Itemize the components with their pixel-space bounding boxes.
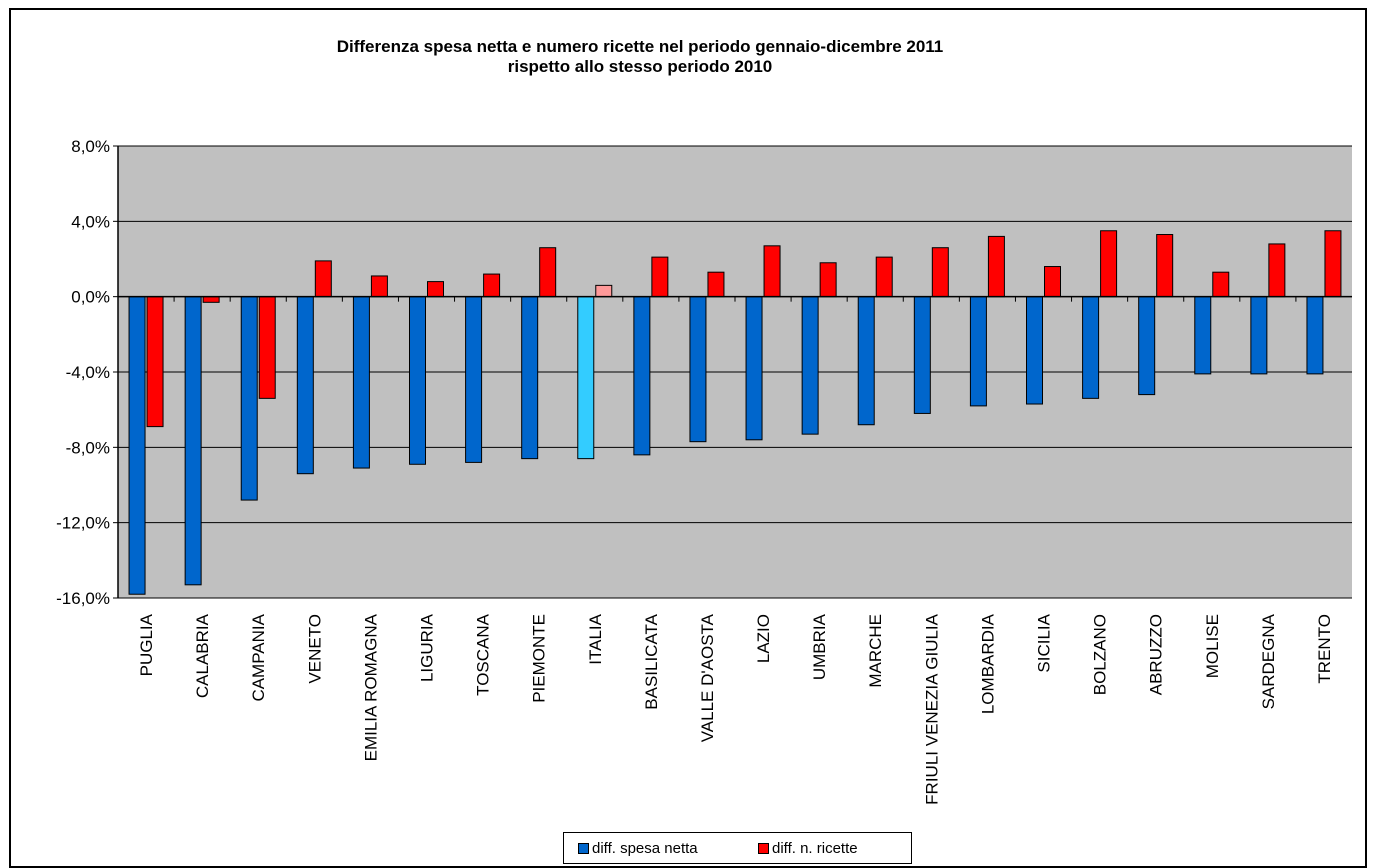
bar-spesa <box>1250 296 1268 375</box>
x-tick-label: BOLZANO <box>1091 614 1110 695</box>
bar-ricette <box>1044 266 1061 298</box>
y-tick-label: -8,0% <box>66 438 110 457</box>
bar-spesa <box>969 296 987 407</box>
y-tick-label: 8,0% <box>71 137 110 156</box>
bar-spesa <box>857 296 875 426</box>
bar-ricette <box>146 296 164 428</box>
bar-spesa <box>184 296 202 586</box>
bar-spesa <box>633 296 651 456</box>
bar-spesa <box>913 296 931 414</box>
bar-spesa <box>465 296 483 463</box>
x-tick-label: MARCHE <box>866 614 885 688</box>
y-tick-label: -16,0% <box>56 589 110 608</box>
legend-item-spesa: diff. spesa netta <box>578 840 698 857</box>
bar-spesa <box>409 296 426 465</box>
bar-spesa <box>1138 296 1156 396</box>
bar-ricette <box>707 271 725 298</box>
chart-subtitle: rispetto allo stesso periodo 2010 <box>507 57 773 76</box>
x-tick-label: CAMPANIA <box>249 613 268 701</box>
bar-ricette <box>1156 234 1174 298</box>
x-tick-label: UMBRIA <box>810 613 829 680</box>
x-tick-label: ABRUZZO <box>1147 614 1166 695</box>
x-tick-label: SICILIA <box>1035 613 1054 672</box>
bar-spesa <box>1194 296 1212 375</box>
bar-ricette <box>819 262 837 298</box>
bar-spesa <box>1026 296 1043 405</box>
x-tick-labels: PUGLIA CALABRIA CAMPANIA VENETO EMILIA ROMAG… <box>137 613 1334 804</box>
bar-spesa <box>745 296 763 441</box>
x-tick-label: PIEMONTE <box>530 614 549 703</box>
legend-label-ricette: diff. n. ricette <box>772 840 858 857</box>
bar-ricette <box>875 256 893 298</box>
bar-spesa <box>1082 296 1100 399</box>
bar-spesa <box>240 296 258 501</box>
bar-ricette <box>931 247 949 298</box>
x-tick-label: FRIULI VENEZIA GIULIA <box>922 613 941 804</box>
bar-spesa <box>296 296 314 475</box>
bar-spesa <box>801 296 819 435</box>
bar-ricette <box>1100 230 1118 298</box>
x-tick-label: TOSCANA <box>474 613 493 696</box>
x-tick-label: TRENTO <box>1315 614 1334 684</box>
y-tick-label: 4,0% <box>71 212 110 231</box>
bar-ricette <box>1324 230 1342 298</box>
bar-ricette <box>1268 243 1286 298</box>
y-tick-labels: 8,0% 4,0% 0,0% -4,0% -8,0% -12,0% -16,0% <box>56 137 110 608</box>
chart-title-block: Differenza spesa netta e numero ricette … <box>0 37 1280 77</box>
x-tick-label: MOLISE <box>1203 614 1222 678</box>
bar-ricette <box>987 235 1005 298</box>
x-tick-label: CALABRIA <box>193 613 212 698</box>
bar-ricette <box>427 281 444 298</box>
legend-swatch-ricette <box>758 843 769 854</box>
bar-spesa <box>352 296 370 469</box>
bar-spesa <box>689 296 707 443</box>
x-tick-label: LAZIO <box>754 614 773 663</box>
y-tick-label: -12,0% <box>56 514 110 533</box>
bar-ricette <box>202 296 220 303</box>
x-tick-label: BASILICATA <box>642 613 661 709</box>
x-tick-label: ITALIA <box>586 613 605 664</box>
x-tick-label: VENETO <box>305 614 324 684</box>
legend-swatch-spesa <box>578 843 589 854</box>
x-tick-label: SARDEGNA <box>1259 613 1278 709</box>
x-tick-label: LIGURIA <box>418 613 437 682</box>
x-tick-label: PUGLIA <box>137 613 156 676</box>
bar-ricette <box>314 260 332 298</box>
bar-ricette <box>258 296 276 399</box>
y-tick-label: 0,0% <box>71 288 110 307</box>
x-tick-label: LOMBARDIA <box>978 613 997 714</box>
bar-spesa <box>128 296 146 595</box>
bar-spesa <box>521 296 539 460</box>
x-tick-label: VALLE D'AOSTA <box>698 613 717 742</box>
bar-ricette <box>539 247 557 298</box>
bar-ricette <box>763 245 781 298</box>
bar-ricette <box>483 273 501 298</box>
bar-spesa <box>577 296 595 460</box>
bar-spesa <box>1306 296 1324 375</box>
bar-ricette <box>1212 271 1230 298</box>
chart-title: Differenza spesa netta e numero ricette … <box>336 37 944 56</box>
legend-label-spesa: diff. spesa netta <box>592 840 698 857</box>
bar-ricette <box>595 284 613 298</box>
bar-ricette <box>370 275 388 298</box>
legend-item-ricette: diff. n. ricette <box>758 840 858 857</box>
y-tick-label: -4,0% <box>66 363 110 382</box>
bar-ricette <box>651 256 669 298</box>
legend: diff. spesa netta diff. n. ricette <box>563 832 912 864</box>
x-tick-label: EMILIA ROMAGNA <box>361 613 380 761</box>
axes <box>113 145 1352 599</box>
